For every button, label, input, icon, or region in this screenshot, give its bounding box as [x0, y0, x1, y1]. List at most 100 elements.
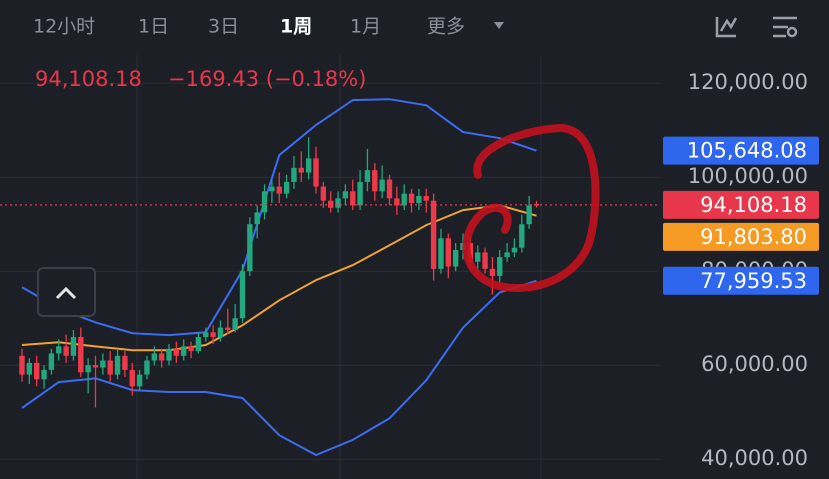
candle-body — [92, 365, 99, 368]
candle-body — [107, 360, 113, 375]
candle-body — [85, 365, 91, 373]
candle-body — [438, 238, 444, 269]
candle-body — [269, 186, 275, 192]
candle-body — [63, 346, 69, 356]
price-tag-label: 91,803.80 — [700, 225, 807, 249]
y-tick-label: 40,000.00 — [701, 446, 808, 470]
candle-body — [489, 268, 496, 276]
candle-body — [386, 179, 393, 199]
y-tick-label: 100,000.00 — [688, 164, 808, 188]
y-tick-label: 120,000.00 — [688, 70, 808, 94]
candle-body — [225, 327, 231, 330]
candle-body — [247, 224, 253, 272]
candle-body — [342, 191, 349, 199]
candle-body — [401, 193, 407, 206]
plot: 120,000.00100,000.0080,000.0060,000.0040… — [0, 70, 819, 470]
hand-drawn-circle — [462, 123, 600, 292]
candle-body — [313, 158, 319, 187]
candle-body — [519, 224, 525, 248]
candle-body — [254, 212, 260, 225]
candle-body — [497, 257, 503, 276]
candle-body — [335, 198, 341, 208]
candle-body — [195, 337, 202, 352]
candle-body — [261, 191, 268, 213]
candle-body — [350, 191, 356, 206]
candle-body — [504, 252, 510, 258]
candle-body — [173, 348, 180, 356]
candle-body — [158, 353, 165, 361]
candle-body — [203, 332, 209, 337]
candle-body — [482, 252, 488, 269]
change-text: −169.43 (−0.18%) — [168, 67, 366, 91]
candle-body — [430, 200, 437, 269]
candle-body — [283, 181, 290, 194]
candle-body — [394, 198, 400, 206]
band-line — [21, 279, 537, 457]
candle-body — [320, 186, 327, 201]
candle-body — [232, 318, 238, 330]
candle-body — [188, 346, 194, 352]
price-tag — [663, 136, 819, 165]
candle-body — [423, 196, 429, 201]
candle-body — [379, 179, 385, 192]
settings-icon[interactable] — [773, 16, 798, 38]
indicator-icon[interactable] — [715, 17, 738, 38]
candle-body — [70, 337, 77, 356]
candle-body — [41, 369, 47, 380]
candle-body — [452, 250, 459, 267]
candle-body — [129, 369, 135, 387]
band-line — [21, 204, 537, 352]
candle-body — [48, 353, 55, 370]
price-tag-label: 94,108.18 — [700, 193, 807, 217]
candle-body — [475, 252, 481, 262]
candle-body — [166, 348, 172, 361]
tab[interactable]: 12小时 — [33, 16, 95, 38]
collapse-button[interactable] — [37, 267, 96, 317]
candle-body — [217, 327, 224, 337]
candle-body — [56, 346, 62, 354]
candle-body — [298, 167, 304, 173]
candle-body — [136, 374, 143, 387]
candle-body — [305, 158, 312, 173]
candle-body — [445, 238, 451, 267]
candle-body — [19, 355, 25, 375]
grid — [0, 55, 660, 479]
candle-body — [122, 355, 128, 370]
candle-body — [181, 346, 187, 356]
tab-bar: 12小时 1日 3日 1周 1月 更多 — [33, 16, 465, 38]
candle-body — [328, 200, 334, 208]
candle-body — [408, 193, 415, 204]
candle-body — [526, 205, 532, 225]
candle-body — [511, 247, 518, 253]
price-tag — [663, 222, 819, 251]
tab[interactable]: 1月 — [350, 16, 381, 38]
candle-body — [144, 360, 150, 375]
candle-body — [239, 271, 246, 319]
candle-body — [372, 170, 378, 192]
candle-body — [151, 353, 157, 361]
tab[interactable]: 1日 — [138, 16, 169, 38]
candle-body — [114, 355, 121, 375]
price-tag-label: 105,648.08 — [687, 139, 807, 163]
price-tag — [663, 266, 819, 295]
dropdown-icon[interactable] — [494, 22, 504, 29]
candle-body — [26, 362, 33, 375]
price-tag-label: 77,959.53 — [700, 269, 807, 293]
candle-body — [34, 362, 40, 380]
tab[interactable]: 更多 — [427, 16, 465, 38]
candle-body — [291, 167, 297, 182]
tab[interactable]: 3日 — [208, 16, 239, 38]
candle-body — [364, 170, 371, 182]
candle-body — [210, 332, 216, 337]
band-line — [21, 98, 537, 337]
candle-body — [78, 337, 84, 373]
candle-body — [100, 360, 106, 368]
price-tag — [663, 190, 819, 219]
y-tick-label: 60,000.00 — [701, 352, 808, 376]
candle-body — [416, 196, 422, 204]
tab[interactable]: 1周 — [280, 16, 312, 38]
price-text: 94,108.18 — [35, 67, 142, 91]
candle-body — [276, 186, 282, 194]
